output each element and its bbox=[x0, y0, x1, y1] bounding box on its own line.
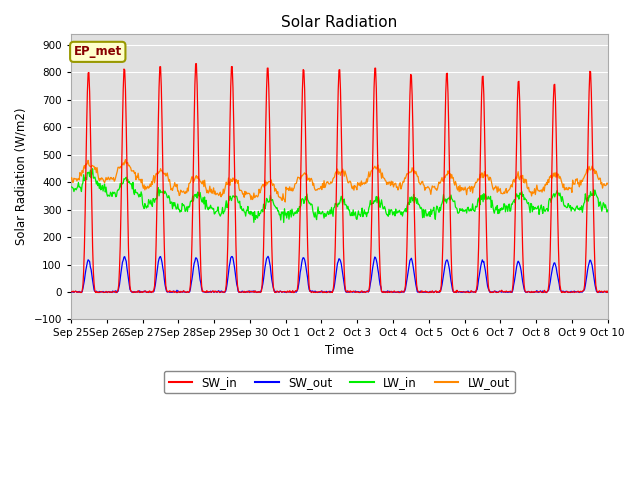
Text: EP_met: EP_met bbox=[74, 46, 122, 59]
SW_out bbox=[68, 289, 76, 295]
SW_in bbox=[77, 289, 84, 295]
Legend: SW_in, SW_out, LW_in, LW_out: SW_in, SW_out, LW_in, LW_out bbox=[164, 371, 515, 394]
LW_out bbox=[406, 169, 413, 175]
SW_out bbox=[264, 253, 272, 259]
LW_in bbox=[188, 198, 195, 204]
SW_out bbox=[422, 289, 429, 295]
SW_in bbox=[604, 289, 612, 295]
SW_out bbox=[77, 289, 85, 295]
LW_in bbox=[406, 194, 413, 200]
SW_in bbox=[133, 289, 141, 295]
LW_out bbox=[422, 185, 429, 191]
LW_in bbox=[89, 166, 97, 172]
LW_in bbox=[77, 185, 84, 191]
LW_out bbox=[122, 157, 129, 163]
LW_out bbox=[604, 181, 612, 187]
LW_out bbox=[216, 191, 223, 197]
LW_out bbox=[67, 176, 75, 182]
SW_in bbox=[188, 268, 195, 274]
LW_out bbox=[133, 173, 141, 179]
SW_out bbox=[604, 289, 612, 295]
SW_in bbox=[406, 93, 413, 98]
Line: SW_in: SW_in bbox=[71, 64, 608, 292]
LW_in bbox=[133, 190, 141, 196]
LW_out bbox=[188, 177, 195, 182]
SW_in bbox=[422, 288, 429, 294]
LW_in bbox=[216, 212, 223, 217]
LW_out bbox=[77, 171, 84, 177]
SW_out bbox=[133, 289, 141, 295]
Title: Solar Radiation: Solar Radiation bbox=[281, 15, 397, 30]
SW_in bbox=[77, 289, 85, 295]
SW_out bbox=[188, 281, 195, 287]
LW_in bbox=[67, 184, 75, 190]
Line: LW_in: LW_in bbox=[71, 169, 608, 223]
LW_in bbox=[604, 207, 612, 213]
Y-axis label: Solar Radiation (W/m2): Solar Radiation (W/m2) bbox=[15, 108, 28, 245]
LW_out bbox=[282, 199, 289, 205]
Line: LW_out: LW_out bbox=[71, 160, 608, 202]
SW_out bbox=[67, 289, 75, 295]
SW_out bbox=[216, 289, 223, 295]
SW_out bbox=[406, 258, 413, 264]
SW_in bbox=[216, 289, 224, 295]
SW_in bbox=[67, 289, 75, 295]
SW_in bbox=[193, 61, 200, 67]
LW_in bbox=[422, 207, 429, 213]
LW_in bbox=[280, 220, 287, 226]
X-axis label: Time: Time bbox=[325, 344, 354, 357]
Line: SW_out: SW_out bbox=[71, 256, 608, 292]
